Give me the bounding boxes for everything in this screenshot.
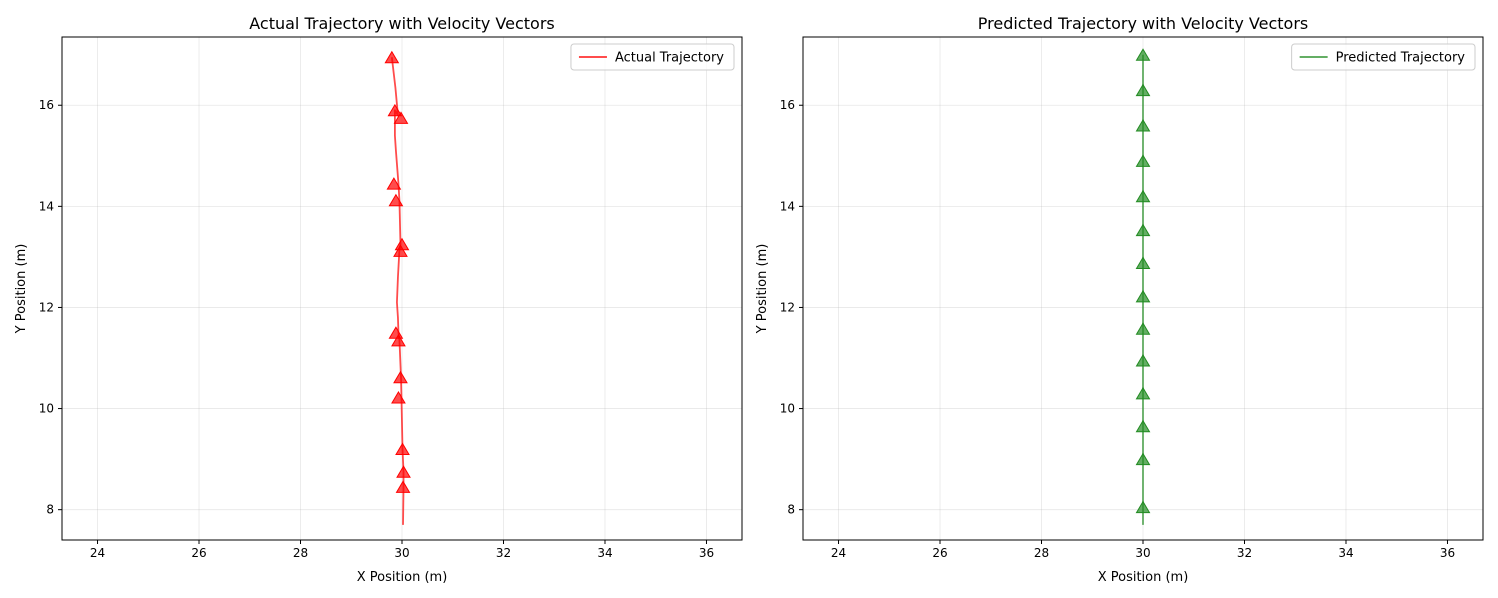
predicted-x-tick-label: 28: [1034, 546, 1049, 560]
actual-velocity-arrow: [393, 244, 408, 257]
predicted-trajectory-panel: 24 26 28 30 32 34 36 8 10 12 14 16 Predicted Traject…: [755, 14, 1484, 585]
predicted-x-axis-label: X Position (m): [1098, 570, 1189, 585]
actual-velocity-arrow: [388, 326, 404, 339]
actual-velocity-arrow: [384, 50, 400, 64]
actual-x-tick-label: 26: [191, 546, 206, 560]
predicted-x-tick-label: 26: [932, 546, 947, 560]
predicted-x-tick-label: 30: [1135, 546, 1150, 560]
actual-legend-box: [570, 43, 735, 71]
predicted-velocity-arrow: [1135, 386, 1151, 400]
actual-legend: Actual Trajectory: [570, 43, 735, 71]
actual-x-axis-label: X Position (m): [357, 570, 448, 585]
predicted-velocity-arrow: [1135, 154, 1151, 167]
predicted-velocity-arrow: [1135, 118, 1151, 132]
actual-velocity-arrow: [393, 111, 409, 124]
actual-y-tick-label: 8: [46, 503, 54, 517]
predicted-velocity-arrow: [1135, 289, 1151, 303]
predicted-x-tick-label: 24: [831, 546, 846, 560]
predicted-velocity-arrow: [1135, 83, 1151, 97]
actual-velocity-arrow: [393, 370, 408, 384]
actual-x-tick-label: 36: [699, 546, 714, 560]
actual-velocity-arrow: [387, 103, 403, 117]
predicted-velocity-arrow: [1135, 256, 1151, 269]
actual-velocity-arrow: [386, 177, 402, 190]
predicted-x-tick-label: 34: [1338, 546, 1353, 560]
actual-x-tick-label: 34: [597, 546, 612, 560]
predicted-velocity-arrow: [1135, 419, 1151, 433]
actual-velocity-arrow: [395, 442, 410, 456]
predicted-velocity-arrow: [1135, 48, 1151, 61]
actual-x-tick-label: 24: [90, 546, 105, 560]
predicted-y-tick-label: 16: [780, 98, 795, 112]
predicted-y-tick-label: 12: [780, 300, 795, 314]
actual-x-tick-label: 32: [496, 546, 511, 560]
actual-velocity-arrow: [396, 465, 411, 478]
actual-y-tick-label: 10: [39, 402, 54, 416]
predicted-y-tick-label: 8: [787, 503, 795, 517]
predicted-x-tick-label: 36: [1440, 546, 1455, 560]
actual-velocity-arrow: [395, 480, 411, 493]
actual-x-tick-label: 28: [293, 546, 308, 560]
predicted-velocity-arrow: [1135, 452, 1151, 466]
predicted-legend: Predicted Trajectory: [1291, 43, 1476, 71]
actual-legend-label: Actual Trajectory: [615, 51, 724, 66]
actual-y-axis-label: Y Position (m): [14, 244, 29, 335]
predicted-y-tick-label: 10: [780, 402, 795, 416]
predicted-legend-label: Predicted Trajectory: [1336, 51, 1466, 66]
actual-y-tick-label: 16: [39, 98, 54, 112]
predicted-y-axis-label: Y Position (m): [755, 244, 770, 335]
actual-trajectory-panel: 24 26 28 30 32 34 36 8 10 12 14 16 Actual Trajectory…: [14, 14, 743, 585]
predicted-velocity-arrow: [1135, 223, 1151, 237]
predicted-velocity-arrow: [1135, 189, 1151, 203]
actual-y-tick-label: 14: [39, 199, 54, 213]
actual-chart-title: Actual Trajectory with Velocity Vectors: [249, 14, 555, 33]
actual-x-tick-label: 30: [394, 546, 409, 560]
actual-velocity-arrow: [394, 237, 410, 251]
predicted-velocity-arrow: [1135, 500, 1151, 514]
predicted-chart-title: Predicted Trajectory with Velocity Vecto…: [978, 14, 1308, 33]
actual-y-tick-label: 12: [39, 300, 54, 314]
predicted-x-tick-label: 32: [1237, 546, 1252, 560]
actual-velocity-arrow: [388, 193, 404, 207]
predicted-velocity-arrow: [1135, 354, 1151, 367]
predicted-y-tick-label: 14: [780, 199, 795, 213]
predicted-legend-box: [1291, 43, 1476, 71]
actual-velocity-arrow: [391, 390, 406, 404]
predicted-velocity-arrow: [1135, 322, 1151, 335]
actual-velocity-arrow: [391, 333, 406, 347]
